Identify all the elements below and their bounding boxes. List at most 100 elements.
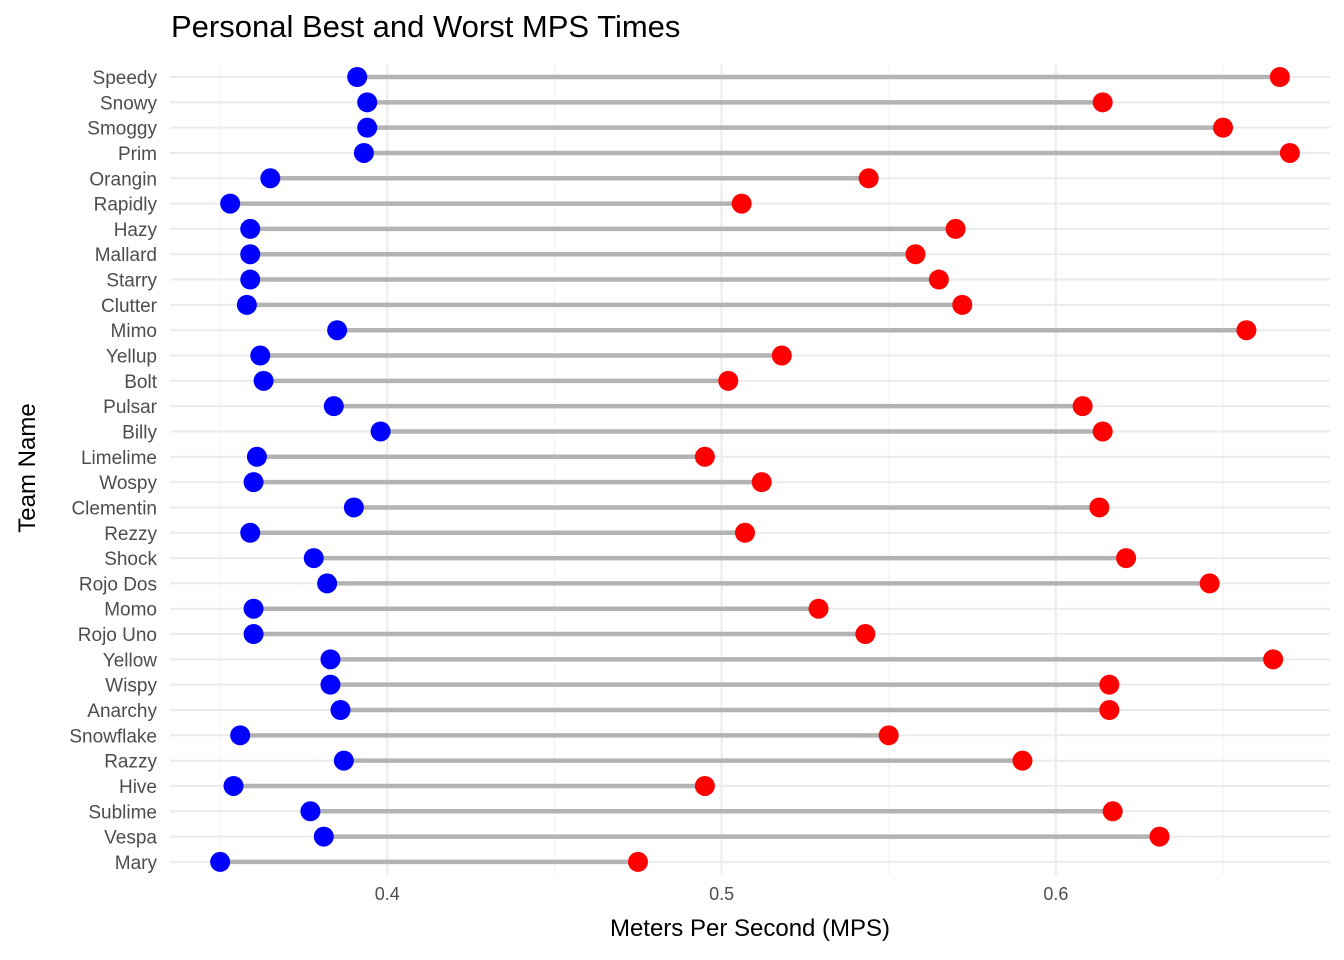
- y-tick-label: Mimo: [111, 321, 157, 342]
- min-point: [246, 446, 267, 467]
- y-tick-label: Wospy: [99, 473, 157, 494]
- min-point: [210, 851, 231, 872]
- y-tick-label: Yellup: [106, 347, 157, 368]
- max-point: [1263, 649, 1284, 670]
- max-point: [1092, 421, 1113, 442]
- max-point: [858, 168, 879, 189]
- y-tick-label: Rojo Dos: [79, 574, 157, 595]
- min-point: [223, 775, 244, 796]
- max-point: [1279, 142, 1300, 163]
- min-point: [330, 700, 351, 720]
- min-point: [243, 598, 264, 619]
- y-tick-label: Vespa: [104, 828, 157, 849]
- min-point: [343, 497, 364, 518]
- y-tick-label: Clutter: [101, 296, 158, 317]
- min-point: [323, 396, 344, 417]
- y-tick-label: Pulsar: [103, 397, 158, 418]
- y-tick-label: Hazy: [114, 220, 158, 241]
- y-tick-label: Rojo Uno: [78, 625, 157, 646]
- y-tick-label: Mary: [115, 853, 158, 874]
- min-point: [353, 142, 374, 163]
- min-point: [220, 193, 241, 214]
- y-tick-label: Shock: [104, 549, 157, 570]
- max-point: [945, 218, 966, 239]
- max-point: [1269, 67, 1290, 87]
- max-point: [751, 472, 772, 493]
- max-point: [905, 244, 926, 265]
- y-tick-label: Hive: [119, 777, 157, 798]
- max-point: [1089, 497, 1110, 518]
- min-point: [320, 649, 341, 670]
- min-point: [303, 548, 324, 569]
- min-point: [240, 218, 261, 239]
- max-point: [928, 269, 949, 290]
- min-point: [240, 522, 261, 543]
- min-point: [327, 320, 348, 341]
- max-point: [628, 851, 649, 872]
- chart-title: Personal Best and Worst MPS Times: [171, 9, 681, 44]
- y-tick-label: Sublime: [88, 802, 157, 823]
- max-point: [1199, 573, 1220, 594]
- x-axis-title: Meters Per Second (MPS): [609, 915, 891, 942]
- max-point: [1012, 750, 1033, 771]
- max-point: [1072, 396, 1093, 417]
- min-point: [333, 750, 354, 771]
- y-tick-label: Orangin: [89, 169, 157, 190]
- min-point: [320, 674, 341, 695]
- y-tick-label: Limelime: [81, 448, 157, 469]
- min-point: [236, 294, 257, 315]
- max-point: [855, 624, 876, 645]
- max-point: [731, 193, 752, 214]
- min-point: [240, 244, 261, 265]
- y-tick-label: Billy: [122, 422, 157, 443]
- max-point: [952, 294, 973, 315]
- max-point: [694, 775, 715, 796]
- y-tick-label: Mallard: [95, 245, 157, 266]
- y-tick-label: Speedy: [93, 68, 158, 89]
- min-point: [243, 624, 264, 645]
- min-point: [250, 345, 271, 366]
- y-tick-label: Snowy: [100, 93, 158, 114]
- y-tick-label: Momo: [104, 600, 157, 621]
- y-tick-label: Yellow: [103, 650, 158, 671]
- y-tick-label: Snowflake: [69, 726, 157, 747]
- max-point: [1102, 801, 1123, 822]
- y-tick-label: Prim: [118, 144, 157, 165]
- y-tick-label: Rezzy: [104, 524, 157, 545]
- max-point: [1099, 700, 1120, 720]
- y-tick-label: Bolt: [124, 372, 157, 393]
- min-point: [370, 421, 391, 442]
- max-point: [1213, 117, 1234, 138]
- max-point: [734, 522, 755, 543]
- max-point: [1149, 826, 1170, 847]
- max-point: [1236, 320, 1257, 341]
- min-point: [357, 92, 378, 113]
- min-point: [347, 67, 368, 87]
- y-tick-label: Wispy: [105, 676, 157, 697]
- min-point: [300, 801, 321, 822]
- min-point: [240, 269, 261, 290]
- min-point: [313, 826, 334, 847]
- min-point: [260, 168, 281, 189]
- x-tick-label: 0.4: [375, 884, 400, 904]
- y-tick-label: Starry: [106, 271, 157, 292]
- max-point: [878, 725, 899, 746]
- max-point: [1092, 92, 1113, 113]
- y-tick-label: Razzy: [104, 752, 157, 773]
- y-tick-label: Anarchy: [87, 701, 157, 722]
- min-point: [357, 117, 378, 138]
- min-point: [317, 573, 338, 594]
- max-point: [1099, 674, 1120, 695]
- min-point: [243, 472, 264, 493]
- max-point: [1116, 548, 1137, 569]
- x-tick-label: 0.5: [709, 884, 734, 904]
- min-point: [253, 370, 274, 391]
- max-point: [808, 598, 829, 619]
- y-tick-label: Smoggy: [87, 119, 157, 140]
- y-tick-label: Rapidly: [94, 195, 158, 216]
- max-point: [771, 345, 792, 366]
- x-tick-label: 0.6: [1043, 884, 1068, 904]
- max-point: [718, 370, 739, 391]
